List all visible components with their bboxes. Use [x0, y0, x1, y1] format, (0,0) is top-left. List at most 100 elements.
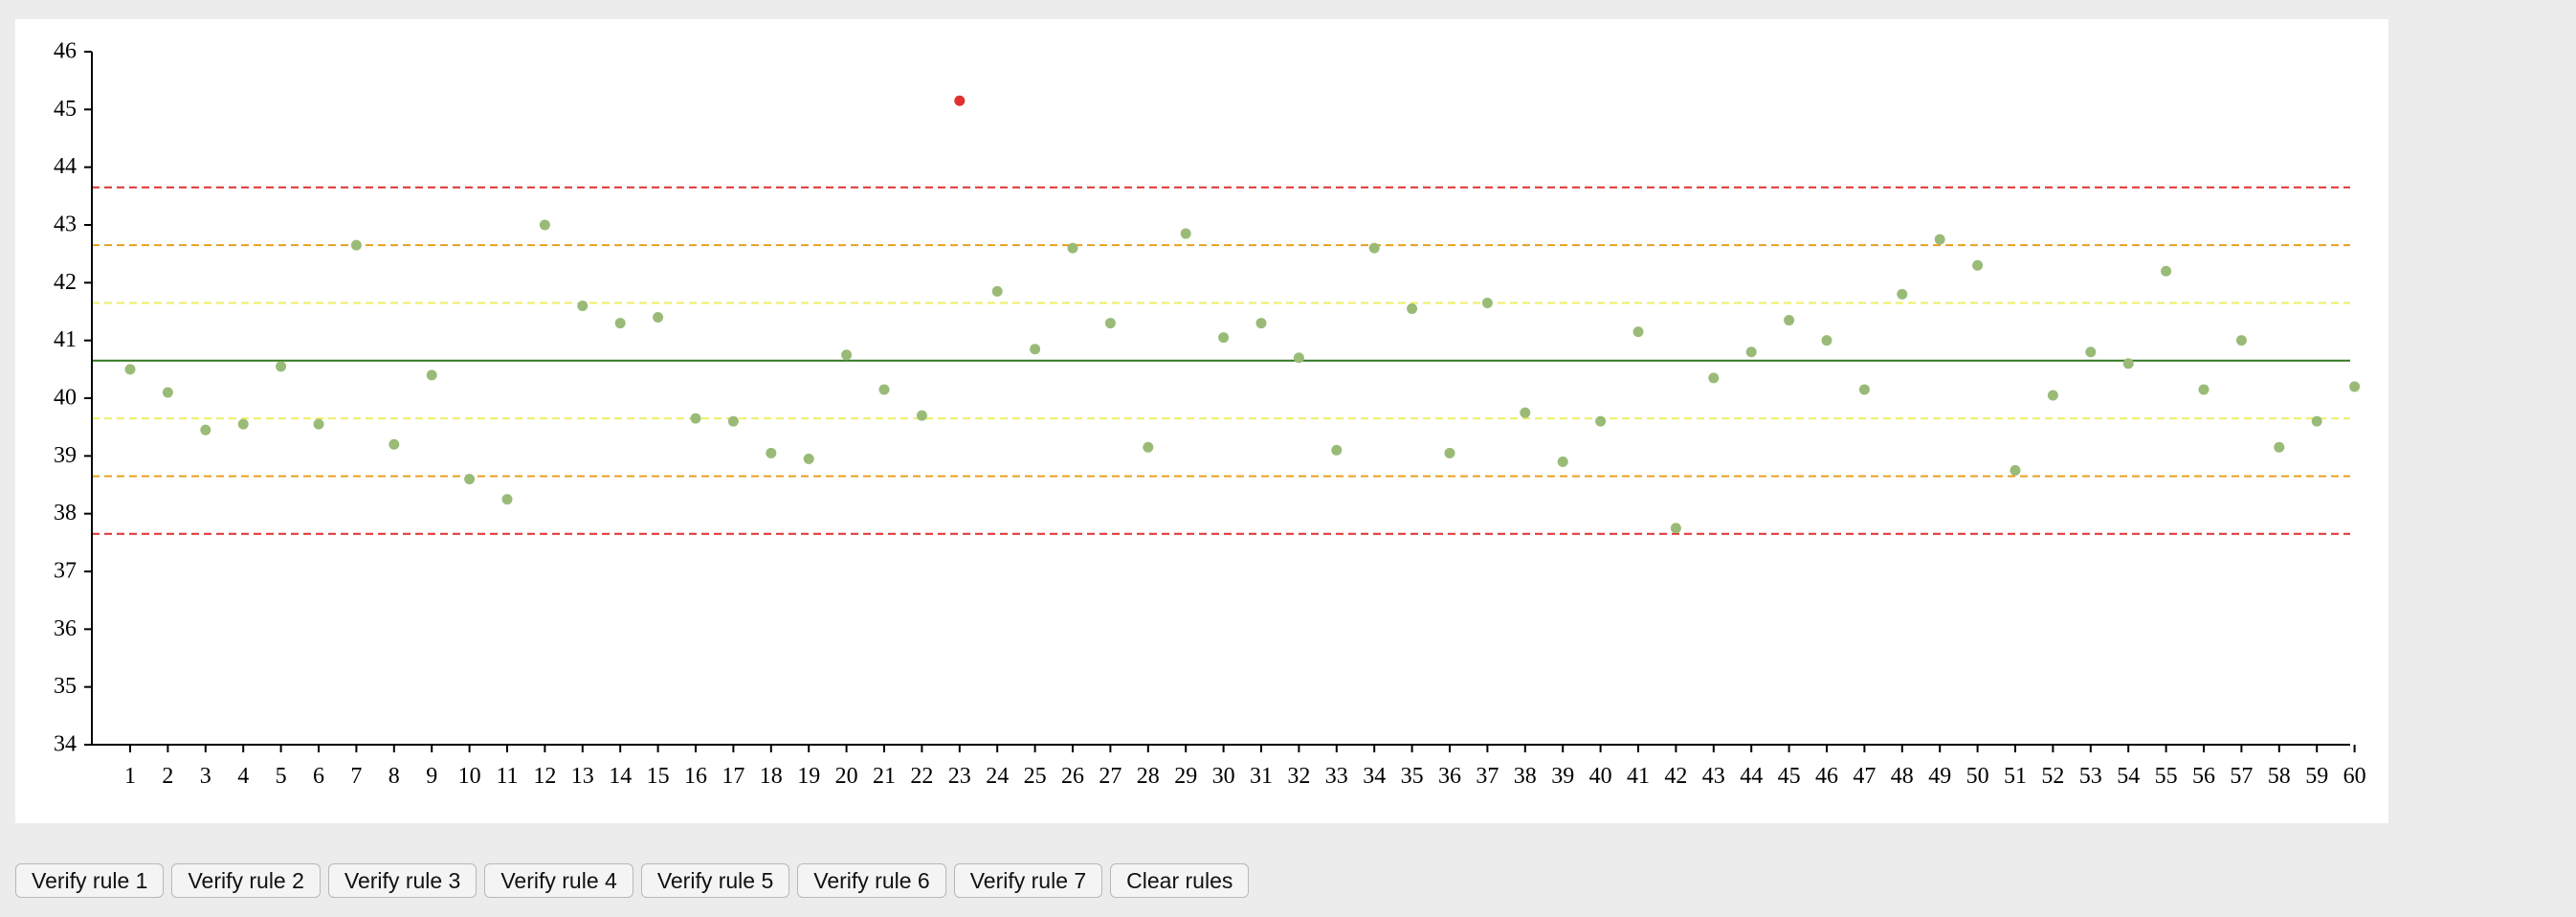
data-point — [1331, 444, 1343, 456]
data-point — [1368, 242, 1380, 254]
x-tick-label: 6 — [313, 764, 324, 789]
x-tick-label: 57 — [2230, 764, 2253, 789]
chart-panel — [15, 19, 2388, 823]
y-tick-label: 35 — [54, 674, 77, 699]
data-point — [1897, 288, 1908, 300]
x-tick-label: 30 — [1212, 764, 1235, 789]
x-tick-label: 33 — [1325, 764, 1348, 789]
data-point — [1218, 332, 1230, 344]
x-tick-label: 34 — [1363, 764, 1386, 789]
x-tick-label: 16 — [684, 764, 707, 789]
x-tick-label: 4 — [237, 764, 249, 789]
x-tick-label: 46 — [1815, 764, 1838, 789]
x-tick-label: 44 — [1740, 764, 1763, 789]
data-point — [124, 364, 136, 375]
x-tick-label: 11 — [496, 764, 518, 789]
data-point — [1670, 523, 1681, 534]
y-tick-label: 39 — [54, 443, 77, 468]
data-point — [1972, 259, 1984, 271]
data-point — [237, 418, 249, 430]
data-point — [501, 494, 513, 505]
verify-rule-4-button[interactable]: Verify rule 4 — [484, 863, 633, 898]
data-point — [2235, 335, 2247, 347]
x-tick-label: 2 — [162, 764, 173, 789]
x-tick-label: 55 — [2155, 764, 2178, 789]
data-point — [1407, 302, 1418, 314]
x-tick-label: 19 — [797, 764, 820, 789]
data-point — [426, 369, 437, 381]
y-tick-label: 42 — [54, 270, 77, 295]
x-tick-label: 18 — [760, 764, 783, 789]
data-point — [2349, 381, 2361, 392]
x-tick-label: 9 — [426, 764, 437, 789]
x-axis-ticks: 1 2 3 4 5 6 7 8 9 10 11 12 13 14 15 16 17 18 19 20 21 22 23 24 2… — [124, 745, 2366, 789]
data-point — [1821, 335, 1832, 347]
data-point — [276, 361, 287, 372]
x-tick-label: 20 — [835, 764, 858, 789]
verify-rule-6-button[interactable]: Verify rule 6 — [797, 863, 946, 898]
x-tick-label: 36 — [1438, 764, 1461, 789]
x-tick-label: 51 — [2004, 764, 2027, 789]
y-tick-label: 43 — [54, 212, 77, 237]
data-point — [653, 312, 664, 324]
data-point — [1255, 318, 1267, 329]
data-point — [389, 438, 400, 450]
x-tick-label: 22 — [910, 764, 933, 789]
x-tick-label: 31 — [1250, 764, 1273, 789]
data-point — [803, 453, 814, 464]
verify-rule-2-button[interactable]: Verify rule 2 — [171, 863, 321, 898]
data-point — [313, 418, 324, 430]
x-tick-label: 45 — [1778, 764, 1801, 789]
clear-rules-button[interactable]: Clear rules — [1110, 863, 1250, 898]
data-point — [577, 300, 588, 311]
x-tick-label: 58 — [2268, 764, 2291, 789]
x-tick-label: 48 — [1891, 764, 1914, 789]
y-tick-label: 37 — [54, 559, 77, 584]
verify-rule-5-button[interactable]: Verify rule 5 — [640, 863, 790, 898]
x-tick-label: 54 — [2117, 764, 2140, 789]
data-point — [991, 285, 1003, 297]
data-point — [2198, 384, 2210, 395]
data-point — [350, 239, 362, 251]
data-point — [2010, 464, 2021, 476]
data-point — [539, 219, 550, 231]
data-point — [2047, 390, 2058, 401]
x-tick-label: 47 — [1853, 764, 1876, 789]
verify-rule-1-button[interactable]: Verify rule 1 — [15, 863, 165, 898]
x-tick-label: 13 — [571, 764, 594, 789]
x-tick-label: 21 — [873, 764, 896, 789]
axes — [91, 52, 2350, 746]
data-point — [614, 318, 626, 329]
x-tick-label: 38 — [1514, 764, 1537, 789]
data-point — [2085, 347, 2097, 358]
x-tick-label: 25 — [1024, 764, 1047, 789]
x-tick-label: 43 — [1702, 764, 1725, 789]
x-tick-label: 8 — [389, 764, 400, 789]
x-tick-label: 5 — [276, 764, 287, 789]
x-tick-label: 60 — [2343, 764, 2366, 789]
x-tick-label: 39 — [1551, 764, 1574, 789]
data-point — [1595, 415, 1607, 427]
verify-rule-3-button[interactable]: Verify rule 3 — [327, 863, 477, 898]
y-tick-label: 46 — [54, 39, 77, 64]
data-point — [1708, 372, 1720, 384]
data-point — [1293, 352, 1304, 364]
data-point — [690, 413, 701, 424]
data-point — [2274, 441, 2285, 453]
x-tick-label: 26 — [1061, 764, 1084, 789]
verify-rule-7-button[interactable]: Verify rule 7 — [953, 863, 1103, 898]
x-tick-label: 3 — [200, 764, 211, 789]
data-points — [124, 95, 2361, 534]
x-tick-label: 12 — [533, 764, 556, 789]
data-point — [1632, 326, 1644, 338]
y-tick-label: 45 — [54, 97, 77, 122]
x-tick-label: 28 — [1137, 764, 1160, 789]
data-point — [1934, 234, 1945, 245]
x-tick-label: 32 — [1287, 764, 1310, 789]
x-tick-label: 52 — [2041, 764, 2064, 789]
y-tick-label: 41 — [54, 327, 77, 352]
data-point — [766, 447, 777, 458]
y-tick-label: 36 — [54, 616, 77, 641]
x-tick-label: 49 — [1928, 764, 1951, 789]
